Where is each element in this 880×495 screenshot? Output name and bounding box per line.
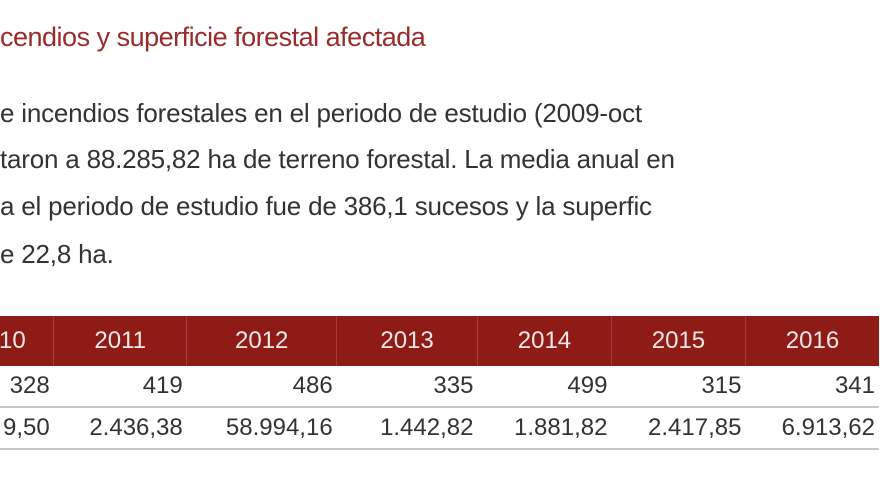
header-cell: 2011	[53, 316, 187, 366]
table-cell: 335	[336, 366, 478, 408]
header-cell: 2014	[476, 316, 612, 366]
header-cell: 2012	[186, 316, 337, 366]
table-row: 9,50 2.436,38 58.994,16 1.442,82 1.881,8…	[0, 407, 879, 450]
table-header-row: 10 2011 2012 2013 2014 2015 2016	[0, 316, 879, 366]
table-cell: 328	[0, 366, 54, 408]
table-cell: 486	[186, 366, 337, 408]
paragraph-line: a el periodo de estudio fue de 386,1 suc…	[0, 191, 652, 221]
section-title: cendios y superficie forestal afectada	[0, 22, 426, 52]
paragraph-line: e 22,8 ha.	[0, 239, 114, 269]
table-cell: 58.994,16	[186, 407, 337, 450]
header-cell: 10	[0, 316, 54, 366]
table-cell: 2.417,85	[611, 407, 746, 450]
table-cell: 6.913,62	[745, 407, 879, 450]
paragraph-line: taron a 88.285,82 ha de terreno forestal…	[0, 144, 675, 174]
table-cell: 2.436,38	[53, 407, 187, 450]
table-cell: 315	[611, 366, 746, 408]
fires-table: 10 2011 2012 2013 2014 2015 2016 328 419…	[0, 316, 879, 450]
table-cell: 1.442,82	[336, 407, 478, 450]
table-cell: 419	[53, 366, 187, 408]
paragraph-line: e incendios forestales en el periodo de …	[0, 98, 642, 128]
header-cell: 2016	[744, 316, 879, 366]
header-cell: 2015	[610, 316, 746, 366]
header-cell: 2013	[336, 316, 478, 366]
table-cell: 499	[477, 366, 612, 408]
table-cell: 9,50	[0, 407, 54, 450]
table-row: 328 419 486 335 499 315 341	[0, 366, 879, 408]
table-cell: 341	[745, 366, 879, 408]
table-cell: 1.881,82	[477, 407, 612, 450]
